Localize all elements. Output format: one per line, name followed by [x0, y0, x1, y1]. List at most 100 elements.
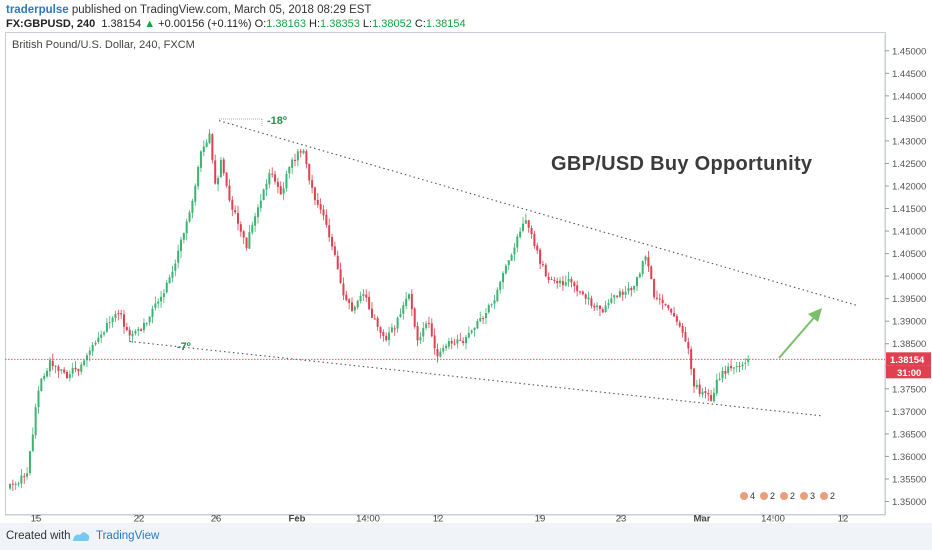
candle-body	[402, 305, 405, 314]
candle-body	[624, 291, 627, 295]
tradingview-logo-icon[interactable]	[72, 530, 90, 542]
candle-body	[533, 233, 536, 246]
candle-body	[225, 172, 228, 186]
trendlines	[129, 120, 858, 417]
candle-body	[231, 199, 234, 210]
candle-body	[373, 318, 376, 320]
candle-body	[502, 273, 505, 283]
candle-body	[416, 326, 419, 341]
candle-body	[103, 332, 106, 335]
time-axis: 15 22 26 Feb 14:00 12 19 23 Mar 14:00 12	[5, 514, 885, 524]
price-chart[interactable]: 1.35000 1.35500 1.36000 1.36500 1.37000 1.375…	[0, 0, 932, 523]
candle-body	[120, 313, 123, 315]
x-tick-label: 23	[616, 514, 627, 524]
candle-body	[715, 379, 718, 394]
candle-body	[305, 151, 308, 165]
candle-body	[664, 303, 667, 306]
candle-body	[154, 303, 157, 308]
candle-body	[550, 279, 553, 281]
candle-body	[650, 266, 653, 280]
pane-title: British Pound/U.S. Dollar, 240, FXCM	[12, 39, 195, 51]
candle-body	[34, 407, 37, 436]
candle-body	[693, 368, 695, 387]
candle-body	[222, 159, 225, 174]
event-badge-count: 4	[750, 491, 755, 501]
candle-body	[581, 291, 584, 295]
candle-body	[484, 313, 487, 319]
candle-body	[328, 225, 331, 238]
candle-body	[51, 360, 54, 367]
candle-body	[177, 250, 180, 263]
candle-body	[228, 185, 231, 201]
candle-body	[291, 159, 294, 168]
candle-body	[490, 304, 493, 306]
angle-label-lower: -7º	[177, 341, 191, 353]
y-tick-label: 1.43500	[892, 114, 926, 125]
candle-body	[308, 163, 311, 181]
candle-body	[584, 294, 587, 299]
candle-body	[137, 328, 140, 331]
candle-body	[439, 351, 442, 357]
candle-body	[607, 303, 610, 306]
candle-body	[182, 232, 185, 240]
candle-body	[661, 299, 664, 304]
y-tick-label: 1.42500	[892, 159, 926, 170]
created-with-text: Created with	[6, 530, 71, 542]
event-badge-count: 2	[790, 491, 795, 501]
candle-body	[442, 348, 445, 352]
candle-body	[313, 187, 316, 201]
candle-body	[28, 451, 31, 474]
candle-body	[385, 335, 388, 341]
candle-body	[465, 336, 467, 344]
y-tick-label: 1.43000	[892, 136, 926, 147]
candle-body	[48, 360, 51, 372]
candle-body	[658, 298, 661, 300]
candle-body	[638, 273, 641, 278]
candle-body	[168, 277, 171, 284]
chart-title: GBP/USD Buy Opportunity	[551, 153, 813, 175]
candle-body	[37, 390, 40, 407]
candle-body	[108, 322, 111, 324]
candle-body	[171, 271, 174, 278]
candle-body	[276, 181, 279, 187]
candle-body	[160, 296, 163, 302]
y-tick-label: 1.38500	[892, 339, 926, 350]
high-value: 1.38353	[320, 18, 360, 30]
candle-body	[66, 371, 68, 378]
candle-body	[527, 220, 530, 228]
candle-body	[419, 337, 422, 341]
tradingview-link[interactable]: TradingView	[96, 530, 160, 542]
candle-body	[180, 239, 182, 252]
candle-body	[630, 287, 633, 291]
candle-body	[576, 285, 579, 292]
candle-body	[288, 166, 291, 174]
candle-body	[11, 483, 14, 485]
candle-body	[20, 475, 23, 484]
candle-body	[396, 317, 399, 329]
candle-body	[85, 355, 88, 361]
footer: Created with TradingView	[0, 523, 932, 550]
angle-marker-upper	[219, 118, 263, 127]
candle-body	[601, 309, 604, 313]
y-tick-label: 1.35500	[892, 474, 926, 485]
y-tick-label: 1.35000	[892, 497, 926, 508]
candle-body	[727, 366, 730, 373]
open-label: O:	[254, 18, 267, 30]
projection-arrow-head	[808, 308, 822, 322]
candle-body	[311, 180, 314, 188]
candles	[9, 129, 750, 491]
candle-body	[704, 391, 707, 394]
candle-body	[148, 316, 151, 323]
author-link[interactable]: traderpulse	[6, 4, 69, 16]
y-tick-label: 1.41000	[892, 227, 926, 238]
candle-body	[653, 279, 656, 298]
event-badge-count: 2	[830, 491, 835, 501]
candle-body	[721, 370, 724, 379]
y-tick-label: 1.37000	[892, 407, 926, 418]
candle-body	[342, 283, 345, 296]
candle-body	[251, 225, 254, 233]
candle-body	[541, 264, 544, 266]
candle-body	[564, 282, 567, 286]
y-tick-label: 1.44500	[892, 69, 926, 80]
candle-body	[237, 213, 239, 224]
